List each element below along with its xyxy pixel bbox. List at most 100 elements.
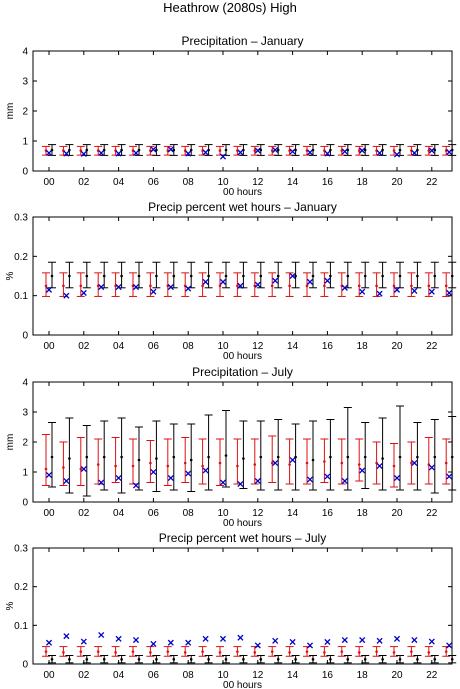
observed-marker [289,456,296,464]
black-mean-point [398,658,402,661]
observed-marker-stroke [80,638,87,645]
x-tick-label: 18 [357,670,369,681]
observed-marker-stroke [150,288,157,295]
red-mean-point [218,651,222,654]
red-mean-point [131,464,135,468]
observed-marker-stroke [411,287,418,295]
observed-marker [324,277,331,284]
black-mean-point [416,274,419,278]
x-tick-label: 08 [183,670,195,681]
observed-marker-stroke [341,148,348,155]
black-mean-point [189,458,193,462]
observed-marker-stroke [376,462,383,470]
observed-marker [306,476,314,483]
observed-marker [272,277,279,284]
x-tick-label: 00 [43,341,55,352]
black-mean-point [450,274,454,278]
black-mean-point [398,274,402,278]
x-tick-label: 10 [217,670,229,681]
observed-marker-stroke [98,149,105,157]
black-mean-point [155,658,158,661]
observed-marker [341,148,348,155]
observed-marker-stroke [376,637,383,644]
red-mean-point [114,651,117,654]
observed-marker [115,150,122,157]
observed-marker-stroke [446,642,453,649]
y-tick-label: 0.2 [14,252,28,263]
chart-panel-2: Precip percent wet hours – January 0 0.1 0.… [5,200,457,362]
black-mean-point [242,457,245,460]
red-mean-point [62,284,65,288]
observed-marker [254,642,261,649]
observed-marker-stroke [306,642,314,649]
observed-marker [185,150,192,157]
y-axis-label: % [5,271,16,280]
observed-marker [428,638,435,645]
black-mean-point [85,658,89,661]
observed-marker [254,281,261,288]
observed-marker-stroke [359,288,366,295]
observed-marker-stroke [167,474,174,482]
observed-marker-stroke [63,292,70,299]
red-mean-point [288,463,291,466]
chart-title: Precip percent wet hours – January [148,200,337,214]
observed-marker-stroke [202,467,209,474]
observed-marker-stroke [132,636,140,644]
black-mean-point [172,274,176,278]
observed-marker-stroke [324,473,331,480]
observed-marker-stroke [306,149,314,156]
x-tick-label: 12 [252,341,264,352]
observed-marker [254,147,261,154]
black-mean-point [50,658,54,661]
black-mean-point [363,455,367,459]
observed-marker-stroke [63,150,70,157]
figure-title: Heathrow (2080s) High [163,0,297,15]
black-mean-point [450,455,454,459]
observed-marker [202,278,209,285]
observed-marker-stroke [185,639,192,646]
observed-marker-stroke [272,146,279,154]
observed-marker-stroke [80,465,87,473]
observed-marker [63,150,70,157]
x-tick-label: 06 [148,177,160,188]
x-tick-label: 04 [113,341,125,352]
observed-marker [341,636,348,644]
x-tick-label: 14 [287,508,299,519]
red-mean-point [236,464,239,468]
observed-marker [359,636,366,644]
observed-marker-stroke [98,631,105,639]
observed-marker-stroke [219,479,227,486]
y-tick-label: 2 [22,107,28,118]
y-tick-label: 0 [22,498,28,509]
red-mean-point [236,284,239,288]
red-mean-point [79,650,83,653]
observed-marker-stroke [359,147,366,154]
red-mean-point [166,650,170,653]
black-mean-point [416,658,419,661]
red-mean-point [218,149,222,152]
y-tick-label: 0.3 [14,213,28,224]
red-mean-point [79,284,83,288]
observed-marker-stroke [272,277,279,284]
observed-marker-stroke [359,636,366,644]
black-mean-point [398,148,402,152]
observed-marker-stroke [150,640,157,647]
red-mean-point [323,460,326,463]
black-mean-point [346,455,350,459]
x-tick-label: 18 [357,341,369,352]
red-mean-point [305,650,309,653]
observed-marker [98,631,105,639]
observed-marker [80,465,87,473]
x-tick-label: 16 [322,508,334,519]
x-tick-label: 20 [391,670,403,681]
observed-marker [376,149,383,157]
black-mean-point [224,148,228,152]
black-mean-point [450,658,454,661]
observed-marker-stroke [254,147,261,154]
observed-marker-stroke [341,636,348,644]
observed-marker [167,639,174,646]
observed-marker [393,474,401,482]
observed-marker [63,292,70,299]
red-mean-point [270,650,274,653]
black-mean-point [311,458,315,462]
